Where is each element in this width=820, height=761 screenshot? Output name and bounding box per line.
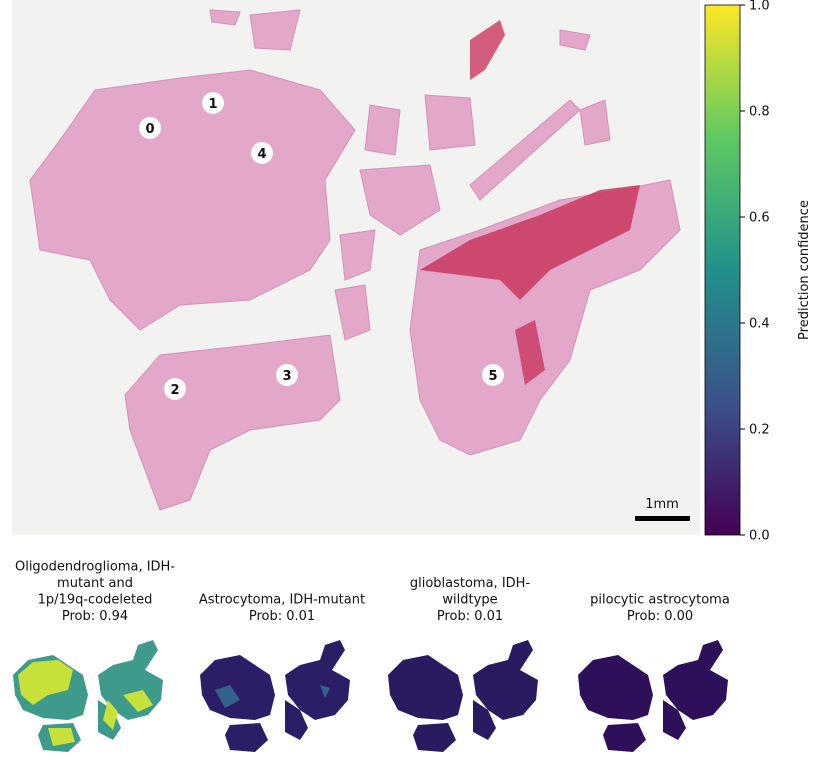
- panel-title: Oligodendroglioma, IDH-: [15, 560, 175, 575]
- colorbar-tick-label: 0.4: [749, 317, 770, 332]
- heatmap: [388, 640, 538, 752]
- slide-image: 0 1 2 3 4 5 1mm: [12, 0, 700, 535]
- heatmap-warm: [215, 685, 330, 708]
- heatmap: [578, 640, 728, 752]
- colorbar-tick-label: 0.2: [749, 423, 770, 438]
- region-marker: [164, 378, 186, 400]
- scale-bar-label: 1mm: [645, 497, 679, 512]
- panel-title: glioblastoma, IDH-: [410, 576, 531, 591]
- colorbar-tick-label: 1.0: [749, 0, 770, 14]
- panel-title: pilocytic astrocytoma: [590, 593, 730, 608]
- colorbar: [704, 4, 741, 536]
- heatmap: [13, 640, 163, 752]
- heatmap-hot: [18, 660, 153, 746]
- panel-title: wildtype: [442, 593, 497, 608]
- colorbar-label: Prediction confidence: [797, 200, 812, 340]
- region-marker: [251, 142, 273, 164]
- region-label: 5: [488, 369, 497, 384]
- panel-prob: Prob: 0.94: [62, 609, 128, 624]
- colorbar-tick-label: 0.8: [749, 105, 770, 120]
- region-label: 0: [145, 122, 154, 137]
- scale-bar: [635, 516, 690, 521]
- region-label: 1: [208, 97, 217, 112]
- heatmap-shape: [578, 640, 728, 752]
- panel-title: mutant and: [57, 576, 133, 591]
- region-marker: [139, 117, 161, 139]
- heatmap: [200, 640, 350, 752]
- heatmap-shape: [388, 640, 538, 752]
- region-label: 4: [257, 147, 266, 162]
- region-marker: [202, 92, 224, 114]
- panel-prob: Prob: 0.01: [437, 609, 503, 624]
- colorbar-tick-label: 0.6: [749, 211, 770, 226]
- panel-title: 1p/19q-codeleted: [38, 593, 153, 608]
- panel-prob: Prob: 0.01: [249, 609, 315, 624]
- region-marker: [276, 364, 298, 386]
- panel-prob: Prob: 0.00: [627, 609, 693, 624]
- colorbar-tick-label: 0.0: [749, 529, 770, 544]
- panel-title: Astrocytoma, IDH-mutant: [199, 593, 365, 608]
- region-label: 3: [282, 369, 291, 384]
- region-label: 2: [170, 383, 179, 398]
- region-marker: [482, 364, 504, 386]
